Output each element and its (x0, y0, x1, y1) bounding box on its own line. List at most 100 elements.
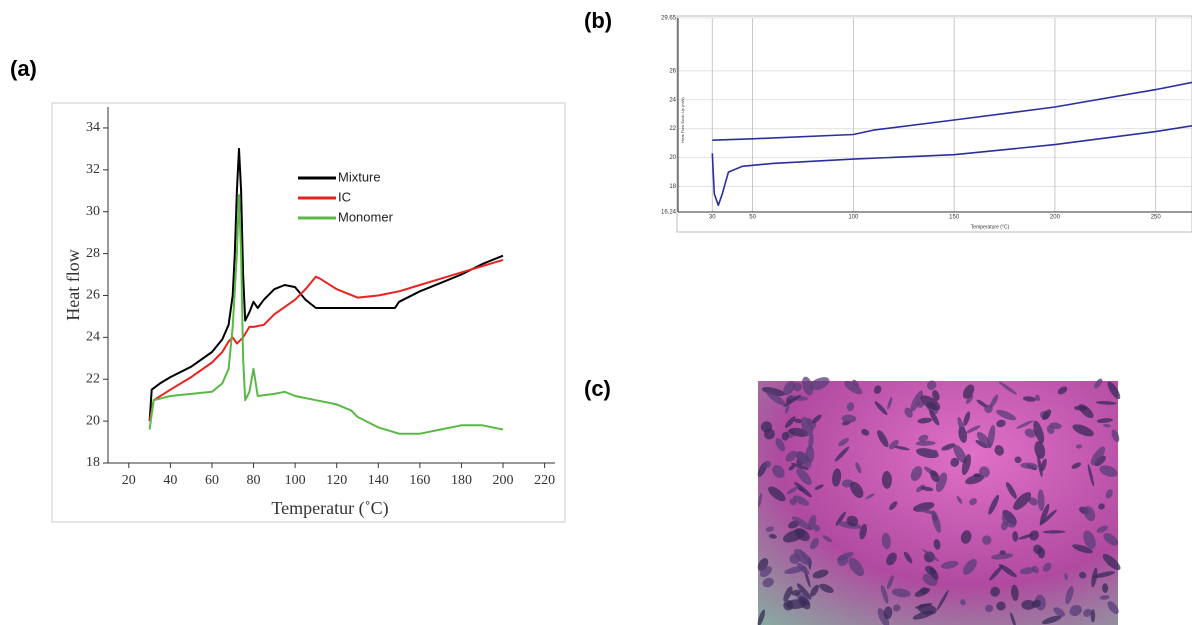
texture-blob (1037, 454, 1043, 478)
texture-blob (1094, 455, 1106, 467)
texture-blob (915, 484, 926, 493)
texture-blob (768, 533, 777, 539)
texture-blob (796, 583, 812, 600)
texture-blob (766, 391, 787, 406)
x-tick-label: 20 (122, 473, 136, 488)
panel-label: (a) (10, 56, 37, 81)
texture-blob (1028, 497, 1038, 506)
texture-blob (797, 487, 804, 492)
texture-blob (772, 465, 785, 479)
texture-blob (978, 466, 990, 478)
texture-blob (941, 560, 959, 569)
texture-blob (929, 410, 940, 426)
texture-blob (1042, 530, 1066, 534)
texture-blob (797, 562, 810, 575)
texture-blob (973, 473, 982, 478)
texture-blob (841, 414, 857, 423)
panel-label: (b) (584, 8, 612, 33)
texture-blob (848, 557, 864, 577)
texture-blob (925, 565, 937, 576)
texture-blob (1092, 571, 1115, 579)
y-tick-label: 26 (669, 68, 676, 74)
texture-blob (1033, 420, 1045, 444)
texture-blob (1012, 530, 1019, 542)
texture-blob (810, 538, 819, 550)
data-line (711, 125, 1192, 207)
texture-blob (775, 437, 785, 452)
texture-blob (1034, 441, 1046, 459)
texture-blob (922, 549, 940, 562)
texture-blob (1102, 423, 1112, 428)
y-tick-label: 24 (86, 330, 100, 345)
texture-blob (874, 401, 888, 416)
texture-blob (927, 380, 937, 390)
texture-blob (932, 390, 940, 401)
texture-blob (989, 565, 1003, 581)
texture-blob (935, 472, 948, 492)
texture-blob (962, 384, 975, 399)
texture-blob (813, 524, 821, 532)
texture-blob (846, 515, 859, 527)
texture-blob (1016, 420, 1034, 429)
texture-blob (1032, 599, 1041, 608)
texture-blob (838, 437, 849, 447)
texture-blob (1083, 608, 1092, 617)
x-tick-label: 160 (409, 473, 430, 488)
texture-blob (892, 604, 901, 612)
texture-blob (1087, 464, 1094, 487)
texture-blob (1046, 425, 1055, 434)
texture-blob (961, 454, 972, 476)
x-tick-label: 250 (1151, 215, 1162, 221)
texture-blob (792, 382, 802, 392)
texture-blob (889, 501, 898, 510)
data-line (148, 147, 504, 422)
y-tick-label: 32 (86, 162, 100, 177)
texture-blob (793, 549, 813, 566)
texture-blob (805, 445, 815, 464)
y-tick-label: 20 (86, 413, 100, 428)
texture-blob (931, 510, 941, 533)
micrograph-image (758, 381, 1118, 625)
texture-blob (960, 530, 972, 544)
texture-blob (1010, 584, 1019, 601)
texture-blob (790, 462, 809, 470)
texture-blob (941, 443, 956, 451)
y-tick-label: 22 (669, 126, 676, 132)
x-tick-label: 140 (368, 473, 389, 488)
texture-blob (798, 596, 811, 610)
y-tick-label: 26 (86, 288, 100, 303)
y-axis-label: Heat Flow Endo Up (mW) (680, 97, 685, 143)
y-tick-label: 18 (669, 184, 676, 190)
texture-blob (791, 589, 802, 596)
texture-blob (781, 431, 789, 441)
x-tick-label: 180 (451, 473, 472, 488)
texture-blob (1103, 533, 1119, 546)
texture-blob (850, 481, 864, 499)
x-tick-label: 80 (247, 473, 261, 488)
texture-blob (819, 583, 834, 593)
y-tick-label: 16.24 (661, 210, 677, 216)
texture-blob (994, 445, 1004, 456)
texture-blob (1098, 503, 1105, 510)
texture-blob (953, 444, 967, 464)
texture-blob (886, 552, 897, 566)
texture-blob (881, 470, 892, 489)
x-tick-label: 100 (285, 473, 306, 488)
texture-blob (950, 457, 960, 467)
y-tick-label: 22 (86, 371, 100, 386)
x-tick-label: 200 (1050, 215, 1061, 221)
texture-blob (865, 493, 875, 500)
texture-blob (809, 377, 830, 391)
texture-blob (989, 394, 999, 409)
texture-blob (1107, 601, 1119, 615)
texture-blob (1064, 572, 1068, 581)
texture-blob (1035, 394, 1041, 401)
texture-blob (913, 502, 935, 512)
texture-blob (920, 395, 941, 411)
texture-blob (1075, 444, 1083, 449)
y-tick-label: 18 (86, 455, 100, 470)
texture-blob (880, 584, 889, 604)
texture-blob (792, 495, 810, 506)
texture-blob (929, 449, 938, 458)
